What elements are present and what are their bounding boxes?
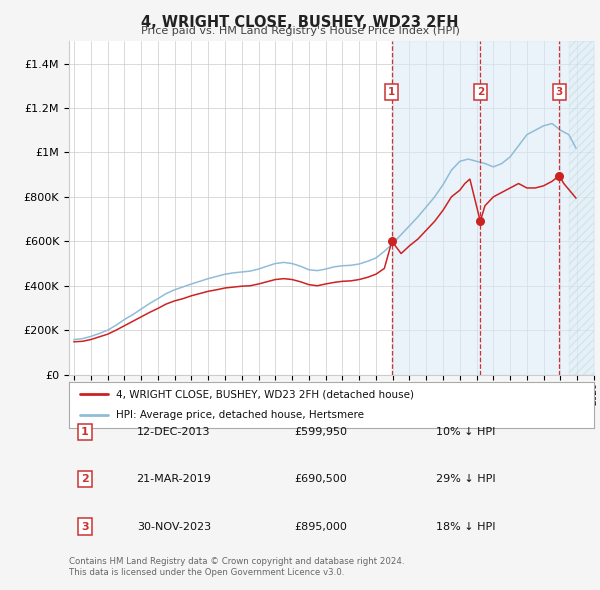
Text: 12-DEC-2013: 12-DEC-2013 [137,427,211,437]
Text: 2: 2 [476,87,484,97]
Text: Contains HM Land Registry data © Crown copyright and database right 2024.: Contains HM Land Registry data © Crown c… [69,558,404,566]
Text: 10% ↓ HPI: 10% ↓ HPI [437,427,496,437]
Text: This data is licensed under the Open Government Licence v3.0.: This data is licensed under the Open Gov… [69,568,344,577]
Text: HPI: Average price, detached house, Hertsmere: HPI: Average price, detached house, Hert… [116,410,364,420]
Text: 1: 1 [388,87,395,97]
Text: 1: 1 [81,427,89,437]
Text: £599,950: £599,950 [295,427,347,437]
Text: £690,500: £690,500 [295,474,347,484]
Text: 3: 3 [81,522,89,532]
Text: 4, WRIGHT CLOSE, BUSHEY, WD23 2FH: 4, WRIGHT CLOSE, BUSHEY, WD23 2FH [141,15,459,30]
Text: 29% ↓ HPI: 29% ↓ HPI [437,474,496,484]
Bar [569,41,594,375]
Text: 2: 2 [81,474,89,484]
Text: 21-MAR-2019: 21-MAR-2019 [137,474,211,484]
Text: 18% ↓ HPI: 18% ↓ HPI [437,522,496,532]
Text: Price paid vs. HM Land Registry's House Price Index (HPI): Price paid vs. HM Land Registry's House … [140,26,460,36]
Text: 30-NOV-2023: 30-NOV-2023 [137,522,211,532]
Text: 4, WRIGHT CLOSE, BUSHEY, WD23 2FH (detached house): 4, WRIGHT CLOSE, BUSHEY, WD23 2FH (detac… [116,389,414,399]
Text: £895,000: £895,000 [295,522,347,532]
Text: 3: 3 [556,87,563,97]
